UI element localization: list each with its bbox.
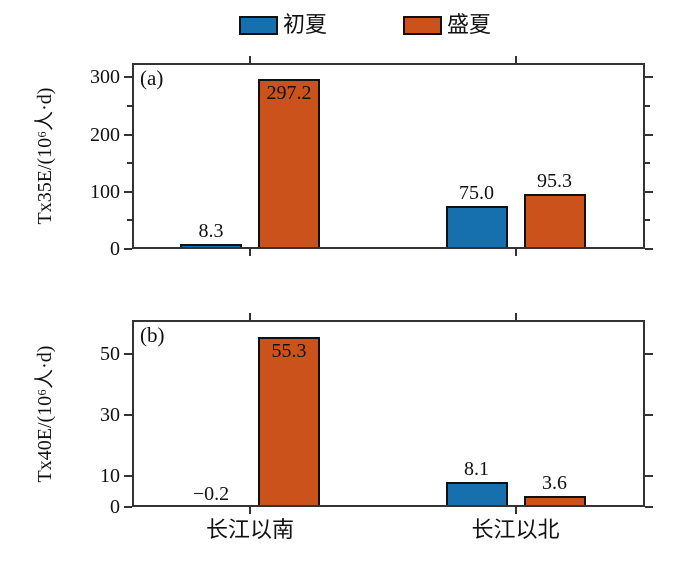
ytick-minor-left-a — [127, 162, 132, 165]
ytick-minor-left-a — [127, 104, 132, 107]
ytick-label-a: 300 — [90, 66, 120, 89]
panel-tag-a: (a) — [140, 66, 164, 90]
ytick-major-right-b — [645, 352, 653, 355]
panel-tag-b: (b) — [140, 323, 165, 347]
legend: 初夏 盛夏 — [15, 13, 700, 37]
ytick-major-right-b — [645, 414, 653, 417]
ytick-minor-right-a — [645, 162, 650, 165]
bar-a-north-of-yangtze-midsummer — [523, 194, 586, 249]
bar-value-label-a-south-of-yangtze-early-summer: 8.3 — [198, 220, 224, 242]
xtick-bottom-south-of-yangtze — [249, 249, 251, 256]
ytick-minor-left-a — [127, 219, 132, 222]
ytick-major-left-a — [124, 190, 132, 193]
ytick-minor-right-a — [645, 219, 650, 222]
ytick-major-right-a — [645, 76, 653, 79]
ytick-label-a: 0 — [110, 238, 120, 260]
xtick-bottom-south-of-yangtze — [249, 507, 251, 514]
ytick-major-left-a — [124, 133, 132, 136]
legend-label-midsummer: 盛夏 — [447, 12, 492, 37]
panel-b: (b) Tx40E/(10⁶人·d) 0 10 30 50 −0.2 8.1 55.3 3.6 — [34, 313, 653, 517]
bar-value-label-b-south-of-yangtze-early-summer: −0.2 — [192, 483, 230, 505]
bar-a-south-of-yangtze-early-summer — [180, 244, 242, 249]
y-axis-label-a: Tx35E/(10⁶人·d) — [34, 87, 56, 225]
bar-value-label-b-north-of-yangtze-early-summer: 8.1 — [464, 458, 489, 480]
bar-value-label-a-north-of-yangtze-midsummer: 95.3 — [537, 170, 572, 192]
xtick-bottom-north-of-yangtze — [514, 249, 517, 256]
bar-b-south-of-yangtze-midsummer — [258, 337, 320, 507]
ytick-major-left-b — [124, 352, 132, 355]
xtick-top-north-of-yangtze — [514, 313, 517, 320]
legend-label-early-summer: 初夏 — [282, 12, 327, 37]
ytick-minor-right-a — [645, 104, 650, 107]
xtick-top-south-of-yangtze — [249, 313, 251, 320]
ytick-major-right-a — [645, 190, 653, 193]
xtick-top-south-of-yangtze — [249, 56, 251, 63]
legend-item-early-summer: 初夏 — [238, 12, 327, 37]
bar-b-north-of-yangtze-midsummer — [523, 496, 586, 507]
ytick-label-a: 200 — [90, 123, 120, 146]
bar-a-south-of-yangtze-midsummer — [258, 79, 320, 249]
ytick-major-right-a — [645, 248, 653, 250]
bar-value-label-a-north-of-yangtze-early-summer: 75.0 — [459, 182, 494, 204]
x-category-label-south: 长江以南 — [205, 517, 294, 542]
bar-value-label-b-north-of-yangtze-midsummer: 3.6 — [542, 472, 567, 494]
bar-value-label-a-south-of-yangtze-midsummer: 297.2 — [266, 82, 312, 104]
ytick-major-left-a — [124, 76, 132, 79]
ytick-major-right-a — [645, 133, 653, 136]
legend-swatch-midsummer-icon — [403, 15, 442, 35]
ytick-major-left-b — [124, 475, 132, 478]
x-category-label-north: 长江以北 — [471, 517, 560, 542]
ytick-major-left-a — [124, 248, 132, 250]
bar-b-north-of-yangtze-early-summer — [445, 482, 508, 507]
ytick-major-right-b — [645, 506, 653, 508]
bar-a-north-of-yangtze-early-summer — [445, 206, 508, 249]
ytick-label-b: 10 — [100, 465, 120, 488]
ytick-label-b: 30 — [100, 404, 120, 427]
ytick-major-left-b — [124, 506, 132, 508]
xtick-top-north-of-yangtze — [514, 56, 517, 63]
xtick-bottom-north-of-yangtze — [514, 507, 517, 514]
bar-value-label-b-south-of-yangtze-midsummer: 55.3 — [271, 340, 307, 362]
ytick-major-left-b — [124, 414, 132, 417]
ytick-label-b: 0 — [110, 496, 120, 518]
ytick-label-b: 50 — [100, 342, 120, 365]
legend-item-midsummer: 盛夏 — [403, 13, 491, 37]
panel-a: (a) Tx35E/(10⁶人·d) 0 100 200 300 8.3 75.0 297.… — [34, 56, 653, 259]
legend-swatch-early-summer-icon — [238, 15, 278, 35]
ytick-major-right-b — [645, 475, 653, 478]
ytick-label-a: 100 — [90, 180, 120, 203]
y-axis-label-b: Tx40E/(10⁶人·d) — [34, 345, 56, 482]
